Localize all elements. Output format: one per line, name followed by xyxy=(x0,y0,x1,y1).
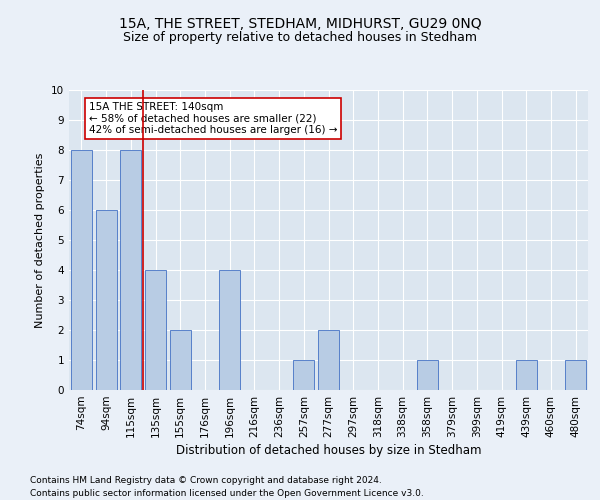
Text: Contains public sector information licensed under the Open Government Licence v3: Contains public sector information licen… xyxy=(30,489,424,498)
Bar xyxy=(219,270,240,390)
Bar xyxy=(120,150,141,390)
Bar xyxy=(71,150,92,390)
Bar xyxy=(170,330,191,390)
Bar xyxy=(293,360,314,390)
Bar xyxy=(95,210,116,390)
Bar xyxy=(417,360,438,390)
Text: Contains HM Land Registry data © Crown copyright and database right 2024.: Contains HM Land Registry data © Crown c… xyxy=(30,476,382,485)
X-axis label: Distribution of detached houses by size in Stedham: Distribution of detached houses by size … xyxy=(176,444,481,457)
Bar xyxy=(516,360,537,390)
Text: Size of property relative to detached houses in Stedham: Size of property relative to detached ho… xyxy=(123,31,477,44)
Text: 15A, THE STREET, STEDHAM, MIDHURST, GU29 0NQ: 15A, THE STREET, STEDHAM, MIDHURST, GU29… xyxy=(119,18,481,32)
Y-axis label: Number of detached properties: Number of detached properties xyxy=(35,152,46,328)
Bar xyxy=(145,270,166,390)
Text: 15A THE STREET: 140sqm
← 58% of detached houses are smaller (22)
42% of semi-det: 15A THE STREET: 140sqm ← 58% of detached… xyxy=(89,102,337,135)
Bar xyxy=(318,330,339,390)
Bar xyxy=(565,360,586,390)
